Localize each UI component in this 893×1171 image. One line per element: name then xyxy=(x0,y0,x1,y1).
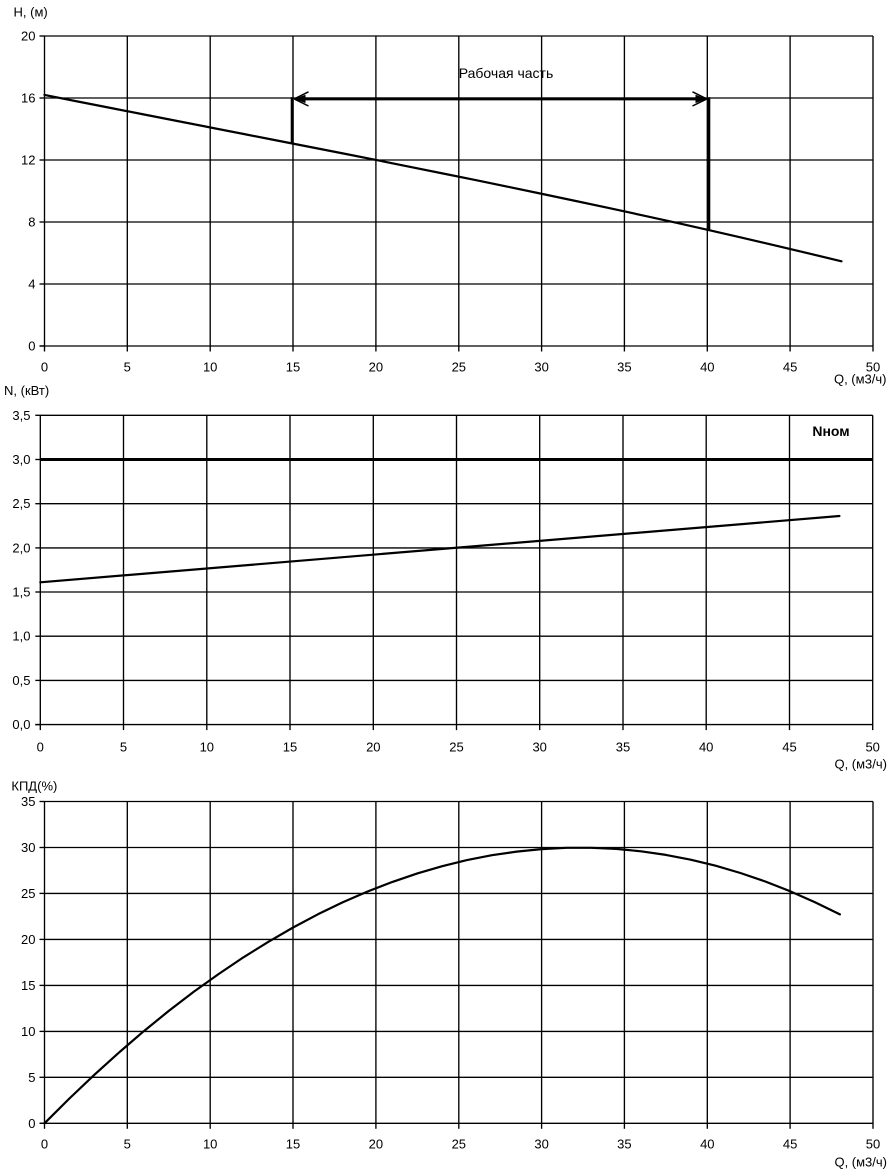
svg-text:15: 15 xyxy=(286,1137,300,1152)
svg-text:0,5: 0,5 xyxy=(12,673,30,688)
svg-text:2,0: 2,0 xyxy=(12,540,30,555)
svg-text:35: 35 xyxy=(617,1137,631,1152)
svg-text:35: 35 xyxy=(21,794,35,809)
svg-text:Q, (м3/ч): Q, (м3/ч) xyxy=(834,372,887,387)
svg-text:0: 0 xyxy=(28,339,35,354)
svg-text:1,0: 1,0 xyxy=(12,629,30,644)
svg-text:10: 10 xyxy=(200,740,214,755)
svg-text:0,0: 0,0 xyxy=(12,717,30,732)
svg-text:0: 0 xyxy=(41,360,48,375)
svg-text:45: 45 xyxy=(783,360,797,375)
svg-text:25: 25 xyxy=(452,360,466,375)
svg-text:20: 20 xyxy=(21,29,35,44)
svg-text:15: 15 xyxy=(21,978,35,993)
svg-text:5: 5 xyxy=(124,360,131,375)
svg-text:Q, (м3/ч): Q, (м3/ч) xyxy=(834,757,887,772)
svg-text:20: 20 xyxy=(366,740,380,755)
svg-text:5: 5 xyxy=(28,1070,35,1085)
svg-text:20: 20 xyxy=(21,932,35,947)
svg-text:30: 30 xyxy=(534,1137,548,1152)
svg-text:25: 25 xyxy=(21,886,35,901)
svg-text:16: 16 xyxy=(21,91,35,106)
svg-text:N, (кВт): N, (кВт) xyxy=(4,383,49,398)
svg-text:30: 30 xyxy=(534,360,548,375)
svg-text:2,5: 2,5 xyxy=(12,496,30,511)
svg-text:КПД(%): КПД(%) xyxy=(11,779,57,794)
svg-text:4: 4 xyxy=(28,277,35,292)
svg-text:45: 45 xyxy=(783,1137,797,1152)
svg-text:3,5: 3,5 xyxy=(12,408,30,423)
svg-text:30: 30 xyxy=(532,740,546,755)
svg-text:25: 25 xyxy=(449,740,463,755)
svg-text:45: 45 xyxy=(782,740,796,755)
svg-text:5: 5 xyxy=(124,1137,131,1152)
svg-text:H, (м): H, (м) xyxy=(14,5,48,20)
svg-text:0: 0 xyxy=(37,740,44,755)
svg-text:15: 15 xyxy=(283,740,297,755)
svg-text:8: 8 xyxy=(28,215,35,230)
svg-text:20: 20 xyxy=(369,360,383,375)
svg-text:10: 10 xyxy=(21,1024,35,1039)
svg-text:35: 35 xyxy=(616,740,630,755)
svg-text:Q, (м3/ч): Q, (м3/ч) xyxy=(834,1155,887,1170)
svg-text:0: 0 xyxy=(41,1137,48,1152)
svg-text:40: 40 xyxy=(700,360,714,375)
svg-text:50: 50 xyxy=(866,1137,880,1152)
svg-text:40: 40 xyxy=(699,740,713,755)
svg-text:50: 50 xyxy=(866,360,880,375)
svg-text:40: 40 xyxy=(700,1137,714,1152)
svg-text:30: 30 xyxy=(21,840,35,855)
svg-text:Nном: Nном xyxy=(812,423,849,439)
svg-text:3,0: 3,0 xyxy=(12,452,30,467)
svg-text:20: 20 xyxy=(369,1137,383,1152)
svg-text:0: 0 xyxy=(28,1116,35,1131)
svg-text:10: 10 xyxy=(203,360,217,375)
svg-text:25: 25 xyxy=(452,1137,466,1152)
svg-text:Рабочая часть: Рабочая часть xyxy=(459,65,554,81)
svg-text:10: 10 xyxy=(203,1137,217,1152)
svg-text:12: 12 xyxy=(21,153,35,168)
svg-text:15: 15 xyxy=(286,360,300,375)
svg-text:50: 50 xyxy=(865,740,879,755)
svg-text:5: 5 xyxy=(120,740,127,755)
svg-text:1,5: 1,5 xyxy=(12,585,30,600)
svg-text:35: 35 xyxy=(617,360,631,375)
